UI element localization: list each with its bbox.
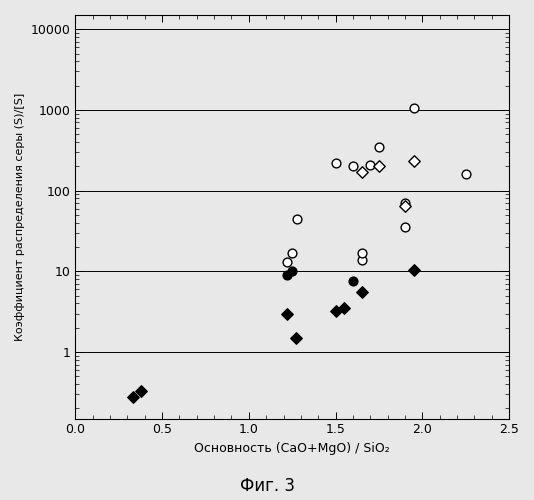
Point: [288, 268, 296, 276]
Y-axis label: Коэффициент распределения серы (S)/[S]: Коэффициент распределения серы (S)/[S]: [15, 92, 25, 341]
Point: [357, 288, 366, 296]
Point: [282, 310, 291, 318]
Point: [349, 162, 357, 170]
Point: [410, 158, 418, 166]
Point: [282, 271, 291, 279]
Text: Фиг. 3: Фиг. 3: [240, 477, 294, 495]
Point: [288, 249, 296, 257]
Point: [366, 160, 374, 168]
Point: [410, 266, 418, 274]
Point: [331, 308, 340, 316]
Point: [293, 214, 302, 222]
Point: [340, 304, 349, 312]
Point: [349, 278, 357, 285]
Point: [137, 387, 145, 395]
Point: [331, 159, 340, 167]
Point: [375, 142, 383, 150]
Point: [375, 162, 383, 170]
Point: [400, 199, 409, 207]
Point: [282, 258, 291, 266]
Point: [292, 334, 300, 342]
Point: [400, 224, 409, 232]
Point: [357, 249, 366, 257]
Point: [357, 168, 366, 176]
Point: [461, 170, 470, 178]
Point: [128, 392, 137, 400]
Point: [357, 256, 366, 264]
Point: [410, 104, 418, 112]
X-axis label: Основность (CaO+MgO) / SiO₂: Основность (CaO+MgO) / SiO₂: [194, 442, 390, 455]
Point: [400, 202, 409, 209]
